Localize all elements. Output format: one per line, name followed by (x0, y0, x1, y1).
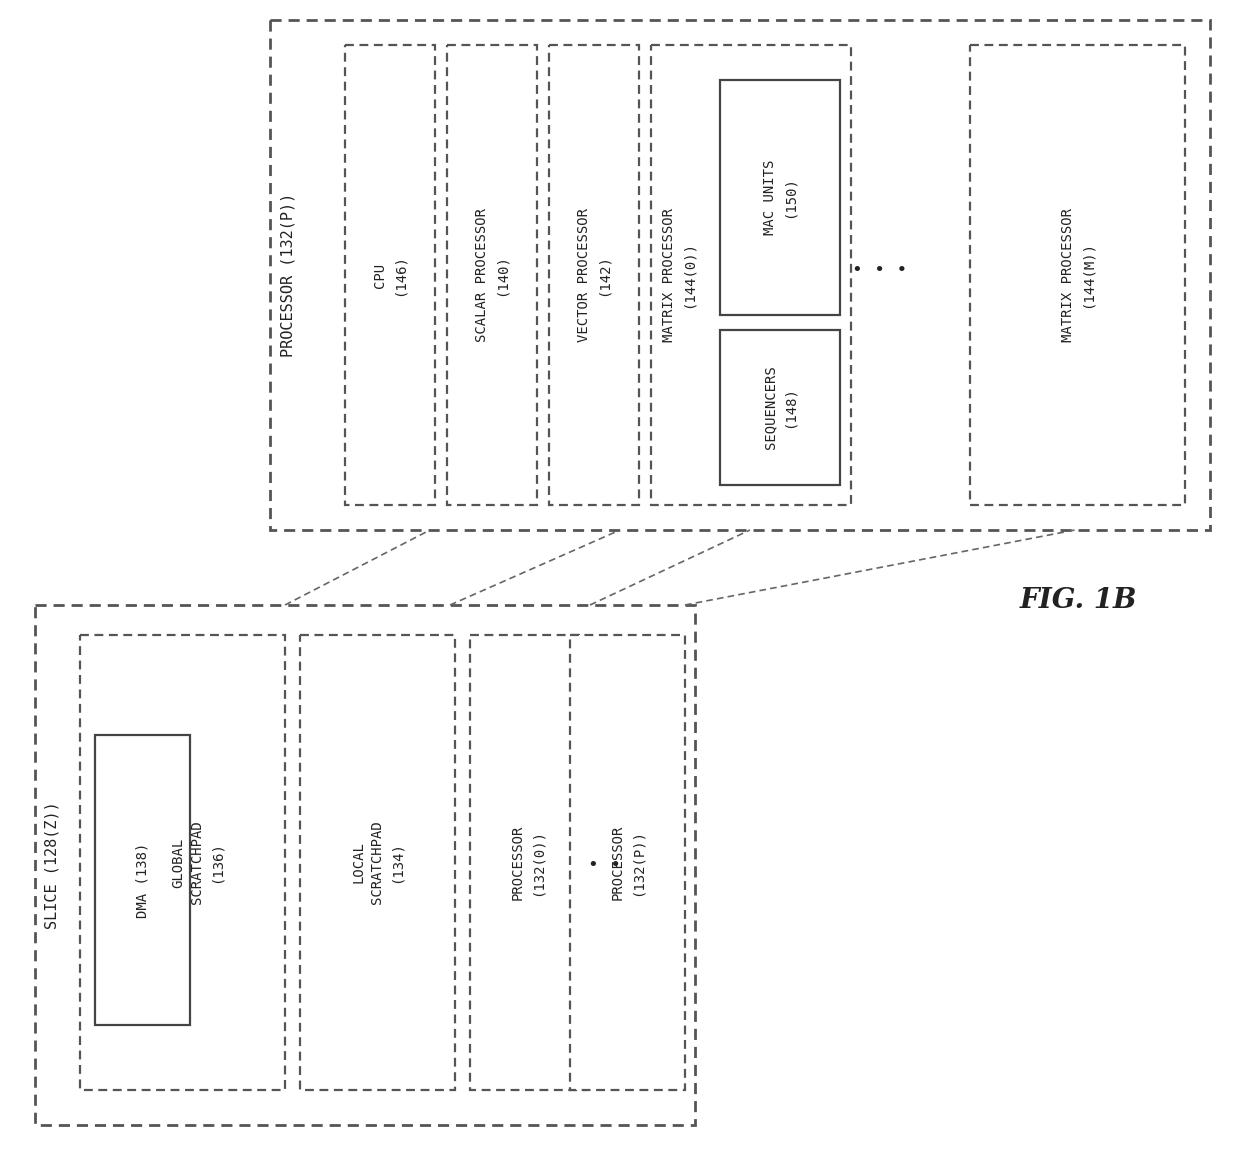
Text: •  •: • • (589, 856, 621, 874)
Bar (720, 331, 839, 485)
Text: DMA (138): DMA (138) (135, 843, 150, 918)
Bar (95, 735, 190, 1026)
Bar (651, 45, 851, 505)
Text: PROCESSOR (132(P)): PROCESSOR (132(P)) (280, 193, 295, 357)
Text: MAC UNITS
(150): MAC UNITS (150) (764, 159, 797, 236)
Bar (35, 605, 694, 1125)
Text: MATRIX PROCESSOR
(144(0)): MATRIX PROCESSOR (144(0)) (662, 207, 696, 342)
Text: PROCESSOR
(132(P)): PROCESSOR (132(P)) (611, 825, 645, 900)
Text: FIG. 1B: FIG. 1B (1021, 586, 1137, 613)
Text: PROCESSOR
(132(0)): PROCESSOR (132(0)) (511, 825, 544, 900)
Text: •  •  •: • • • (852, 261, 908, 279)
Bar (549, 45, 639, 505)
Bar (970, 45, 1185, 505)
Bar (300, 635, 455, 1090)
Bar (570, 635, 684, 1090)
Text: CPU
(146): CPU (146) (373, 254, 407, 297)
Bar (446, 45, 537, 505)
Text: SEQUENCERS
(148): SEQUENCERS (148) (764, 366, 797, 449)
Text: GLOBAL
SCRATCHPAD
(136): GLOBAL SCRATCHPAD (136) (171, 820, 224, 905)
Bar (81, 635, 285, 1090)
Bar (270, 20, 1210, 530)
Text: SCALAR PROCESSOR
(140): SCALAR PROCESSOR (140) (475, 207, 508, 342)
Bar (345, 45, 435, 505)
Text: SLICE (128(Z)): SLICE (128(Z)) (45, 802, 60, 929)
Bar (470, 635, 585, 1090)
Text: LOCAL
SCRATCHPAD
(134): LOCAL SCRATCHPAD (134) (351, 820, 404, 905)
Text: VECTOR PROCESSOR
(142): VECTOR PROCESSOR (142) (578, 207, 611, 342)
Text: MATRIX PROCESSOR
(144(M)): MATRIX PROCESSOR (144(M)) (1060, 207, 1094, 342)
Bar (720, 80, 839, 315)
